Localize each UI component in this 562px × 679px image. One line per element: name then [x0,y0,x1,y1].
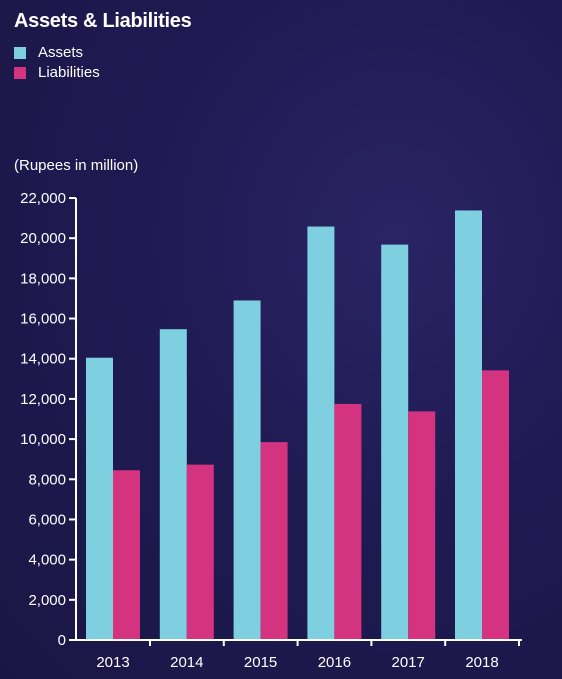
y-tick-label-8000: 8,000 [28,471,66,488]
x-tick-label-2016: 2016 [318,654,351,671]
bar-liabilities-2017 [408,411,436,640]
y-tick-label-22000: 22,000 [20,190,66,207]
bar-assets-2017 [381,244,409,641]
bar-liabilities-2018 [482,370,509,640]
bar-assets-2016 [307,226,335,640]
unit-label: (Rupees in million) [14,157,139,174]
bar-assets-2015 [233,300,261,640]
x-tick-label-2015: 2015 [244,654,277,671]
bar-liabilities-2013 [113,470,140,640]
legend-item-assets: Assets [14,44,83,61]
legend-label-liabilities: Liabilities [38,64,100,81]
bar-liabilities-2015 [260,442,288,640]
y-tick-label-16000: 16,000 [20,311,66,328]
y-tick-label-6000: 6,000 [28,511,66,528]
legend-label-assets: Assets [38,44,84,61]
legend-swatch-assets [14,46,26,59]
legend-item-liabilities: Liabilities [14,64,100,81]
y-tick-label-14000: 14,000 [20,351,66,368]
bar-liabilities-2016 [334,403,362,640]
y-tick-label-2000: 2,000 [28,592,66,609]
y-tick-label-10000: 10,000 [20,431,66,448]
y-tick-label-4000: 4,000 [28,552,66,569]
x-tick-label-2018: 2018 [465,654,498,671]
legend-swatch-liabilities [14,66,26,79]
y-tick-label-18000: 18,000 [20,270,66,287]
chart-title: Assets & Liabilities [14,10,192,32]
y-tick-label-12000: 12,000 [20,391,66,408]
bar-assets-2014 [159,329,187,640]
y-tick-label-20000: 20,000 [20,230,66,247]
bar-assets-2013 [86,357,113,640]
x-tick-label-2013: 2013 [96,654,129,671]
x-tick-label-2017: 2017 [392,654,425,671]
x-tick-label-2014: 2014 [170,654,203,671]
y-tick-label-0: 0 [58,632,66,649]
bar-liabilities-2014 [186,464,214,640]
bar-assets-2018 [455,210,482,640]
